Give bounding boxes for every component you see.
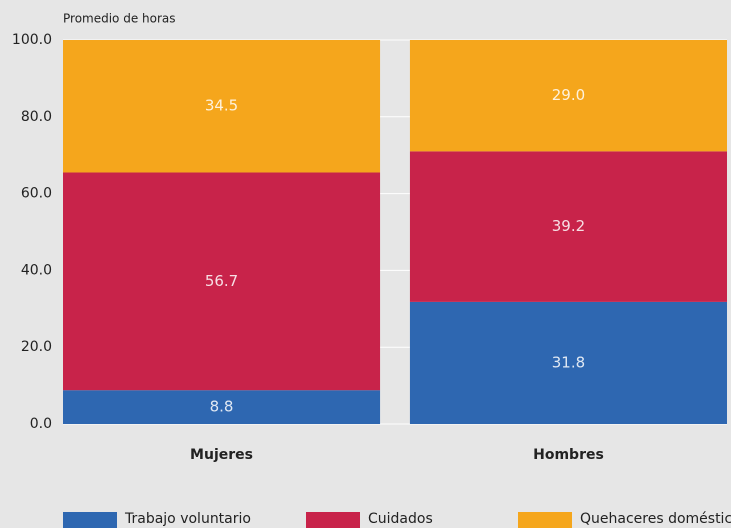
legend-swatch (306, 512, 360, 528)
legend-label: Cuidados (368, 511, 433, 527)
y-tick-label: 80.0 (21, 109, 52, 125)
legend-label: Trabajo voluntario (124, 511, 251, 527)
bar-segment (409, 151, 727, 302)
data-label: 39.2 (552, 217, 585, 235)
y-tick-label: 40.0 (21, 262, 52, 278)
bar-segment (63, 172, 381, 391)
legend-swatch (518, 512, 572, 528)
legend-label: Quehaceres domésticos (580, 511, 731, 527)
x-tick-label: Mujeres (190, 447, 253, 463)
y-tick-label: 60.0 (21, 186, 52, 202)
bar-segment (63, 40, 381, 173)
y-tick-label: 20.0 (21, 339, 52, 355)
data-label: 56.7 (205, 272, 238, 290)
data-label: 29.0 (552, 86, 585, 104)
x-tick-label: Hombres (533, 447, 604, 463)
data-label: 34.5 (205, 97, 238, 115)
legend-swatch (63, 512, 117, 528)
bar-segment (409, 40, 727, 152)
data-label: 8.8 (210, 398, 234, 416)
y-tick-label: 0.0 (30, 416, 52, 432)
bar-segment (409, 301, 727, 424)
data-label: 31.8 (552, 353, 585, 371)
bar-segment (63, 390, 381, 424)
y-axis-label: Promedio de horas (63, 12, 176, 26)
y-tick-label: 100.0 (12, 32, 52, 48)
